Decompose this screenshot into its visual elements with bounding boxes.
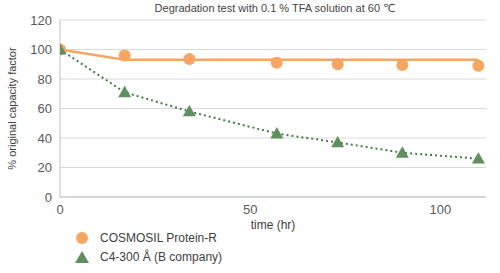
svg-text:100: 100 [30, 42, 52, 57]
svg-text:40: 40 [38, 131, 52, 146]
svg-text:time (hr): time (hr) [251, 218, 296, 232]
svg-text:0: 0 [56, 202, 63, 217]
svg-text:50: 50 [243, 202, 257, 217]
html-text:Degradation test with 0.1 % TF: Degradation test with 0.1 % TFA solution… [154, 2, 396, 14]
svg-text:% original capacity factor: % original capacity factor [8, 47, 18, 170]
svg-text:20: 20 [38, 160, 52, 175]
svg-text:0: 0 [45, 190, 52, 205]
svg-text:100: 100 [430, 202, 452, 217]
html-text:COSMOSIL Protein-R: COSMOSIL Protein-R [100, 230, 217, 245]
svg-text:80: 80 [38, 72, 52, 87]
html-text:C4-300 Å (B company): C4-300 Å (B company) [100, 249, 223, 264]
svg-text:60: 60 [38, 101, 52, 116]
svg-text:120: 120 [30, 13, 52, 28]
